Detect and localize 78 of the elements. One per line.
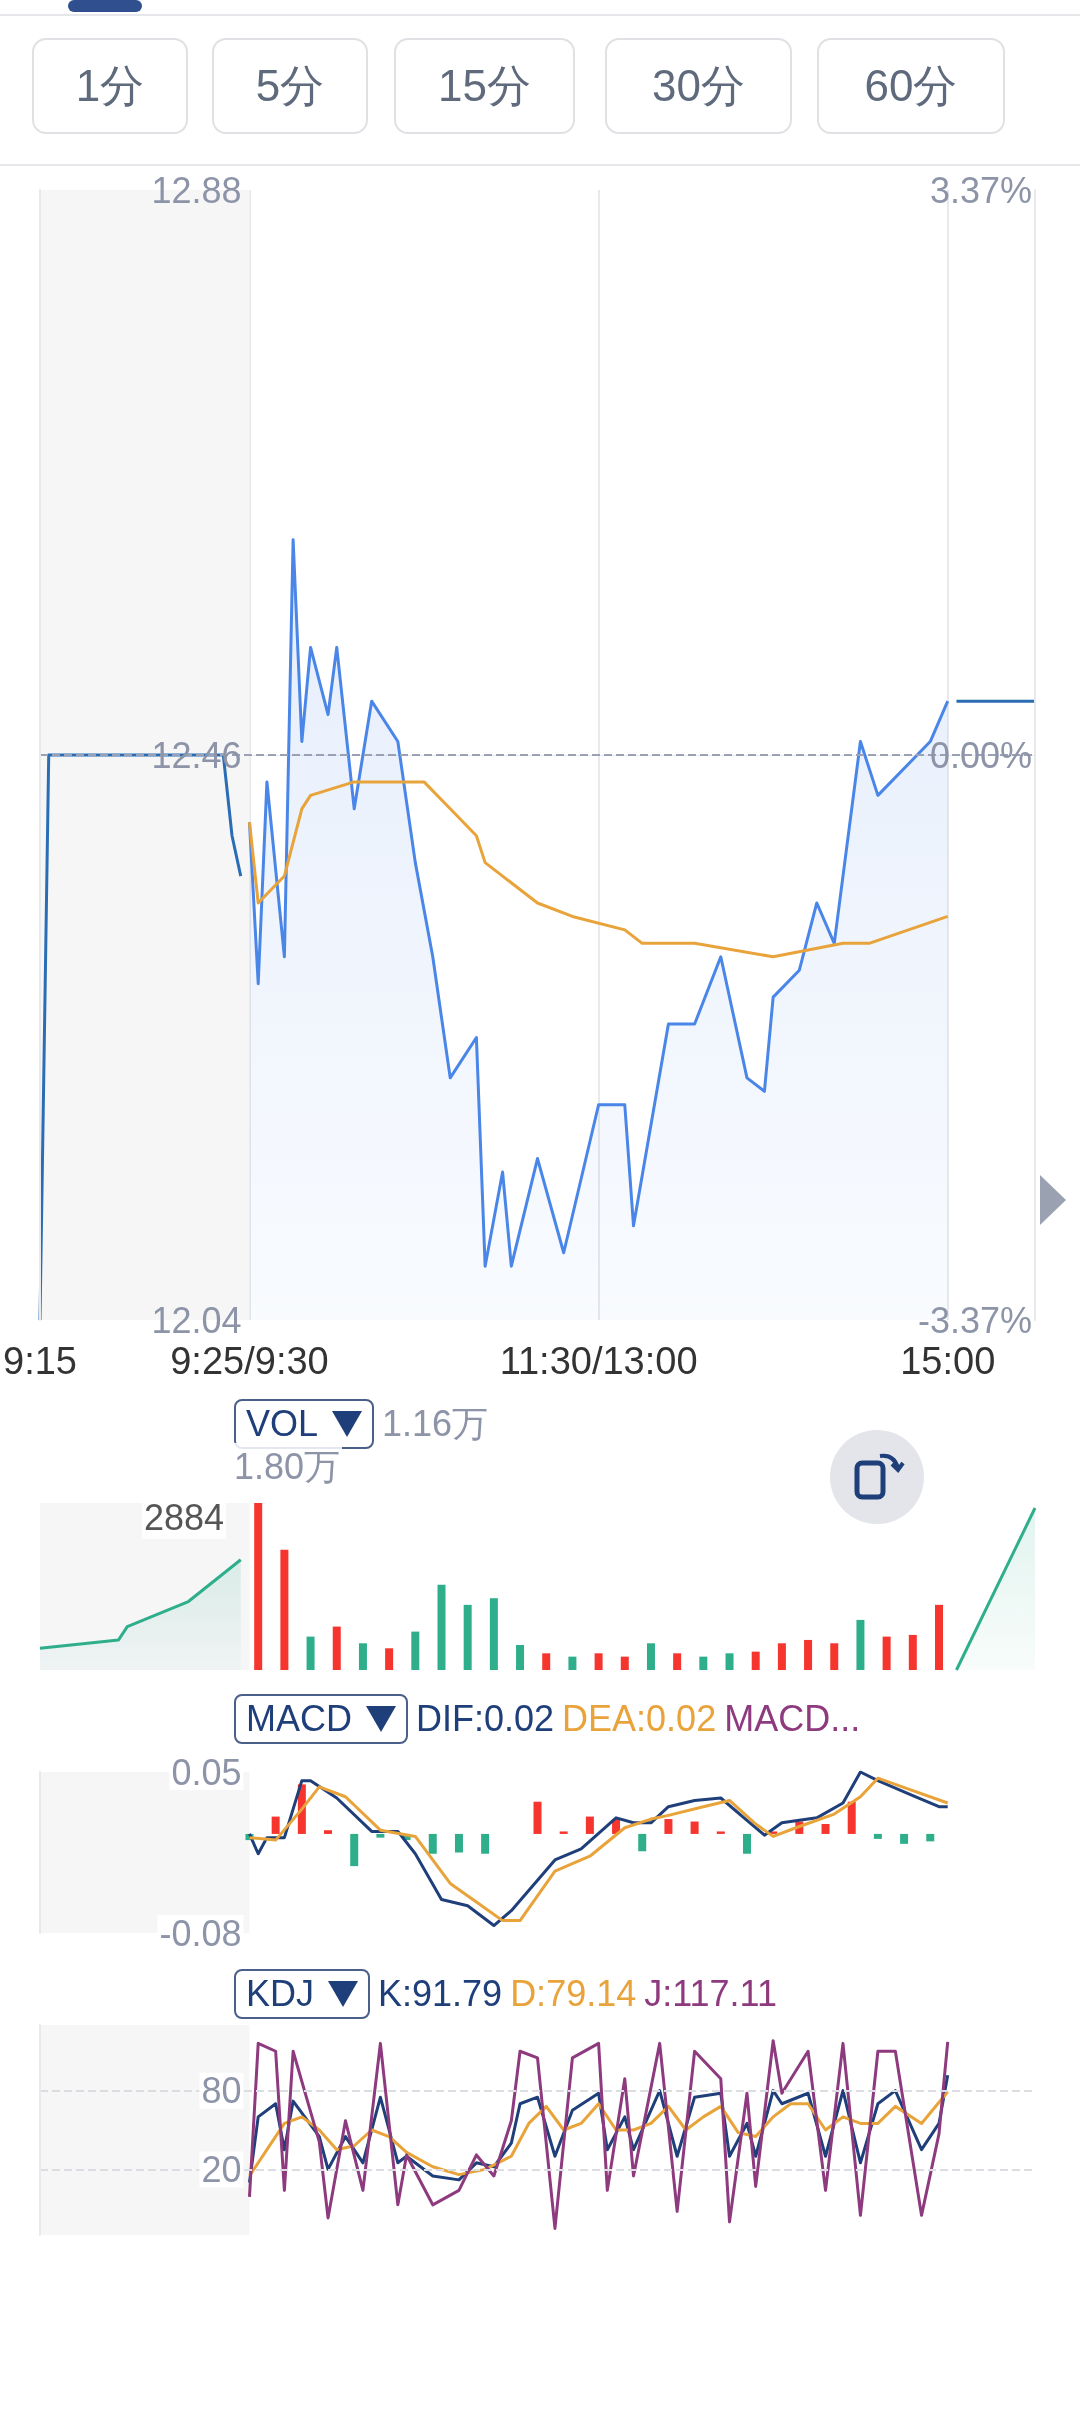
bar (690, 1821, 699, 1834)
x-tick-label: 9:25/9:30 (170, 1340, 329, 1382)
bar (742, 1833, 751, 1854)
text: 1.80万 (232, 1443, 343, 1492)
bar (926, 1833, 935, 1842)
text: 5分 (212, 38, 368, 134)
bar (882, 1636, 891, 1670)
bar (716, 1831, 725, 1834)
bar (856, 1619, 865, 1670)
bar (638, 1833, 647, 1852)
bar (873, 1833, 882, 1839)
annotation: 2884 (141, 1497, 226, 1539)
bar (847, 1801, 856, 1834)
bar (542, 1653, 551, 1670)
bar (900, 1833, 909, 1844)
chart-subtitle: 1.16万 (382, 1401, 489, 1446)
y-tick-label: 0.05 (171, 1751, 242, 1793)
bar (350, 1833, 359, 1867)
line-series (247, 780, 950, 959)
y-tick-label: -0.08 (159, 1912, 242, 1954)
bar (620, 1656, 629, 1670)
bar (751, 1651, 760, 1670)
text: 30分 (605, 38, 792, 134)
bar (358, 1643, 367, 1670)
text: D:79.14 (510, 1973, 637, 2015)
bar (428, 1833, 437, 1854)
bar (908, 1634, 917, 1670)
bar (376, 1833, 385, 1838)
bar (821, 1824, 830, 1834)
y-tick-label: 80 (201, 2070, 242, 2112)
bar (385, 1648, 394, 1670)
text: 1分 (32, 38, 188, 134)
bar (489, 1598, 498, 1670)
y2-tick-label: 3.37% (929, 169, 1032, 211)
line-series (247, 2039, 950, 2230)
bar (934, 1604, 943, 1670)
series-label: J:117.11 (644, 1973, 777, 2015)
bar (777, 1643, 786, 1670)
y2-tick-label: -3.37% (917, 1299, 1032, 1341)
x-tick-label: 15:00 (900, 1340, 996, 1382)
bar (664, 1819, 673, 1834)
bar (699, 1656, 708, 1670)
x-tick-label: 9:15 (3, 1340, 77, 1382)
legend-label: DIF:0.02 (416, 1698, 555, 1740)
bar (559, 1831, 568, 1834)
x-tick-label: 11:30/13:00 (499, 1340, 698, 1382)
chart-title: MACD (246, 1698, 352, 1740)
bar (437, 1584, 446, 1670)
bar (830, 1643, 839, 1670)
chart-title: KDJ (246, 1973, 315, 2015)
bar (725, 1653, 734, 1670)
legend-label: K:91.79 (378, 1973, 503, 2015)
bar (463, 1604, 472, 1670)
bar (533, 1801, 542, 1834)
bar (516, 1644, 525, 1670)
bar (332, 1626, 341, 1670)
bar (271, 1816, 280, 1834)
series-label: DEA:0.02 (562, 1698, 717, 1740)
y-tick-label: 12.04 (151, 1299, 242, 1341)
chart-title: VOL (246, 1403, 319, 1445)
bar (280, 1549, 289, 1670)
bar (324, 1830, 333, 1834)
text: MACD... (724, 1698, 861, 1740)
bar (411, 1631, 420, 1670)
y-tick-label: 12.88 (151, 169, 242, 211)
bar (585, 1816, 594, 1834)
bar (673, 1653, 682, 1670)
bar (454, 1833, 463, 1853)
bar (481, 1833, 490, 1854)
bar (646, 1643, 655, 1670)
bar (594, 1653, 603, 1670)
bar (568, 1656, 577, 1670)
bar (254, 1503, 263, 1670)
bar (804, 1639, 813, 1670)
bar (306, 1636, 315, 1670)
text: 15分 (394, 38, 575, 134)
text: 60分 (817, 38, 1005, 134)
y-tick-label: 20 (201, 2148, 242, 2190)
